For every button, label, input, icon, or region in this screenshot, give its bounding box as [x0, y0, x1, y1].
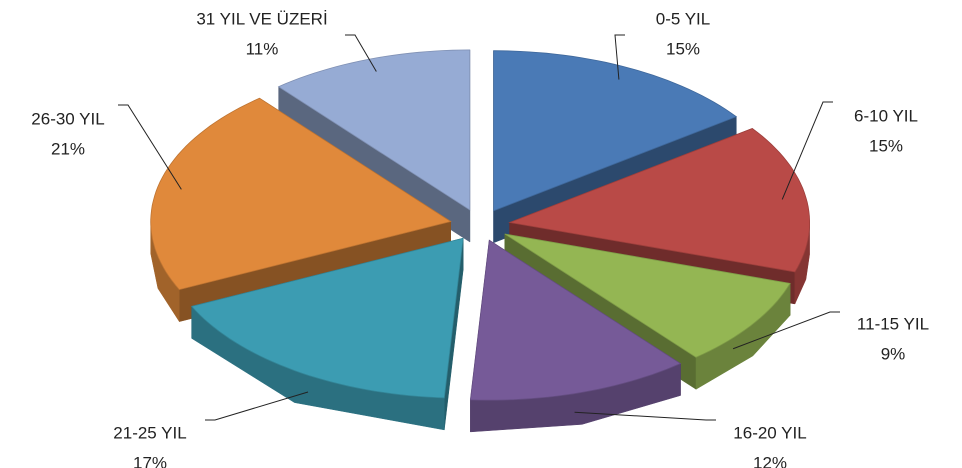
slice-label: 26-30 YIL [31, 109, 104, 128]
slice-value-label: 17% [133, 453, 167, 468]
leader-line [205, 391, 309, 421]
slice-value-label: 21% [51, 139, 85, 158]
slice-value-label: 15% [666, 39, 700, 58]
slice [277, 49, 471, 211]
slice-value-label: 15% [869, 136, 903, 155]
slice [504, 233, 791, 358]
slice [508, 128, 810, 273]
slice-label: 31 YIL VE ÜZERİ [196, 9, 327, 28]
slice-label: 16-20 YIL [733, 423, 806, 442]
slice-value-label: 11% [246, 39, 279, 58]
leader-line [574, 411, 716, 421]
leader-line [118, 104, 182, 190]
slice [469, 239, 682, 401]
slice-label: 6-10 YIL [854, 106, 918, 125]
leader-line [345, 34, 377, 72]
slice [493, 50, 738, 212]
slice [150, 97, 452, 291]
slice-value-label: 9% [881, 344, 906, 363]
leader-line [614, 34, 625, 80]
slice-value-label: 12% [753, 453, 787, 468]
slice-label: 11-15 YIL [857, 314, 929, 333]
slice [190, 237, 464, 399]
leader-line [732, 311, 840, 350]
slice-label: 21-25 YIL [113, 423, 186, 442]
leader-line [781, 101, 833, 200]
slice-label: 0-5 YIL [656, 9, 711, 28]
